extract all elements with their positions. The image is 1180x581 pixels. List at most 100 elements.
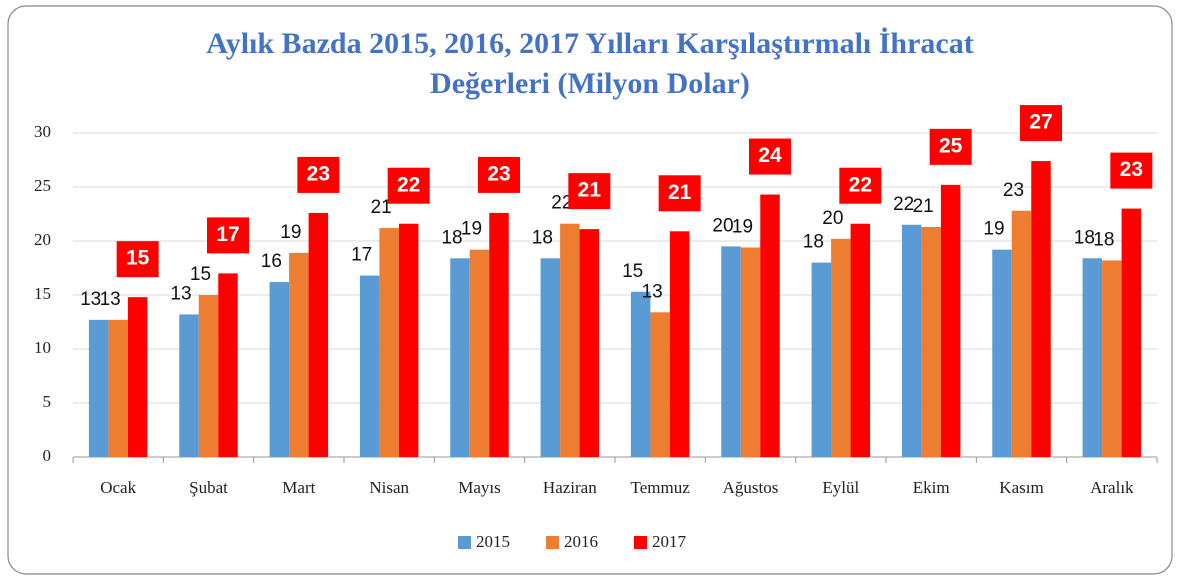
bar (901, 224, 922, 457)
data-label: 22 (551, 193, 572, 214)
bar (940, 184, 961, 457)
bar (379, 228, 399, 457)
x-tick-label: Aralık (1090, 478, 1134, 497)
x-tick-label: Ağustos (723, 478, 779, 497)
data-label: 22 (849, 173, 872, 196)
y-tick-label: 5 (43, 392, 52, 411)
bar (198, 295, 219, 457)
data-label: 21 (578, 179, 602, 202)
data-label-box (1110, 152, 1153, 189)
bar (560, 223, 580, 457)
legend-label: 2017 (652, 532, 687, 551)
data-label-box (749, 138, 791, 175)
data-label: 15 (622, 261, 643, 282)
bar (831, 238, 851, 457)
bar (1102, 260, 1122, 457)
data-label: 20 (822, 208, 843, 229)
data-label: 21 (371, 197, 392, 218)
bar (669, 231, 690, 457)
data-label: 13 (100, 289, 121, 310)
legend-swatch (458, 536, 471, 549)
bar (108, 319, 128, 457)
data-label: 15 (190, 264, 211, 285)
x-tick-label: Ekim (913, 478, 950, 497)
bar (811, 262, 832, 457)
data-label: 13 (642, 281, 663, 302)
x-tick-label: Temmuz (631, 478, 691, 497)
bar (579, 229, 600, 457)
bar (289, 252, 309, 457)
data-label-box (839, 167, 882, 204)
bar (1031, 161, 1051, 457)
y-tick-label: 0 (43, 446, 52, 465)
data-label: 21 (668, 181, 692, 204)
data-label: 19 (983, 219, 1004, 240)
y-tick-label: 10 (34, 338, 51, 357)
bar (88, 319, 109, 457)
data-label: 22 (397, 173, 420, 196)
legend-label: 2015 (476, 532, 510, 551)
bar (760, 194, 780, 457)
data-label: 19 (280, 222, 301, 243)
chart-title: Değerleri (Milyon Dolar) (430, 67, 750, 100)
bar (740, 247, 761, 457)
data-label-box (658, 175, 701, 212)
bar (469, 249, 490, 457)
data-label: 23 (1003, 180, 1024, 201)
data-label-box (929, 128, 972, 165)
data-label-box (297, 156, 340, 193)
data-label-box (1020, 105, 1062, 142)
x-tick-label: Kasım (999, 478, 1043, 497)
data-label: 19 (461, 219, 482, 240)
bar (850, 223, 871, 457)
data-label: 24 (758, 144, 782, 167)
bar (179, 314, 199, 457)
data-label: 23 (1120, 158, 1143, 181)
data-label-box (387, 167, 430, 204)
bar (489, 212, 509, 457)
chart-title: Aylık Bazda 2015, 2016, 2017 Yılları Kar… (206, 27, 973, 60)
data-label: 13 (80, 289, 101, 310)
x-tick-label: Haziran (543, 478, 597, 497)
x-tick-label: Eylül (822, 478, 859, 497)
bar (308, 212, 329, 457)
data-label: 18 (1074, 227, 1095, 248)
data-label-box (116, 241, 159, 278)
data-label: 23 (487, 162, 510, 185)
y-tick-label: 30 (34, 122, 51, 141)
data-label: 22 (893, 194, 914, 215)
data-label: 18 (441, 227, 462, 248)
data-label-box (207, 217, 249, 254)
data-label-box (568, 173, 611, 210)
legend-swatch (634, 536, 647, 549)
bar (992, 249, 1012, 457)
data-label: 27 (1029, 111, 1052, 134)
bar (1121, 208, 1142, 457)
data-label: 20 (712, 215, 733, 236)
x-tick-label: Şubat (189, 478, 228, 497)
y-tick-label: 25 (34, 176, 51, 195)
data-label: 17 (216, 223, 239, 246)
bar (721, 246, 741, 457)
y-tick-label: 20 (34, 230, 51, 249)
legend-swatch (546, 536, 559, 549)
data-label: 21 (913, 196, 934, 217)
data-label: 13 (170, 283, 191, 304)
bar (398, 223, 419, 457)
data-label: 16 (261, 251, 282, 272)
data-label: 25 (939, 134, 963, 157)
data-label: 18 (803, 232, 824, 253)
bar (450, 258, 470, 457)
data-label: 23 (307, 162, 330, 185)
x-tick-label: Ocak (100, 478, 136, 497)
y-tick-label: 15 (34, 284, 51, 303)
bar (269, 282, 290, 457)
data-label: 15 (126, 247, 150, 270)
bar (218, 273, 238, 457)
bar (1011, 210, 1032, 457)
x-tick-label: Mart (282, 478, 315, 497)
x-tick-label: Mayıs (458, 478, 501, 497)
bar (127, 297, 148, 457)
bar (359, 275, 380, 457)
bar (540, 258, 561, 457)
